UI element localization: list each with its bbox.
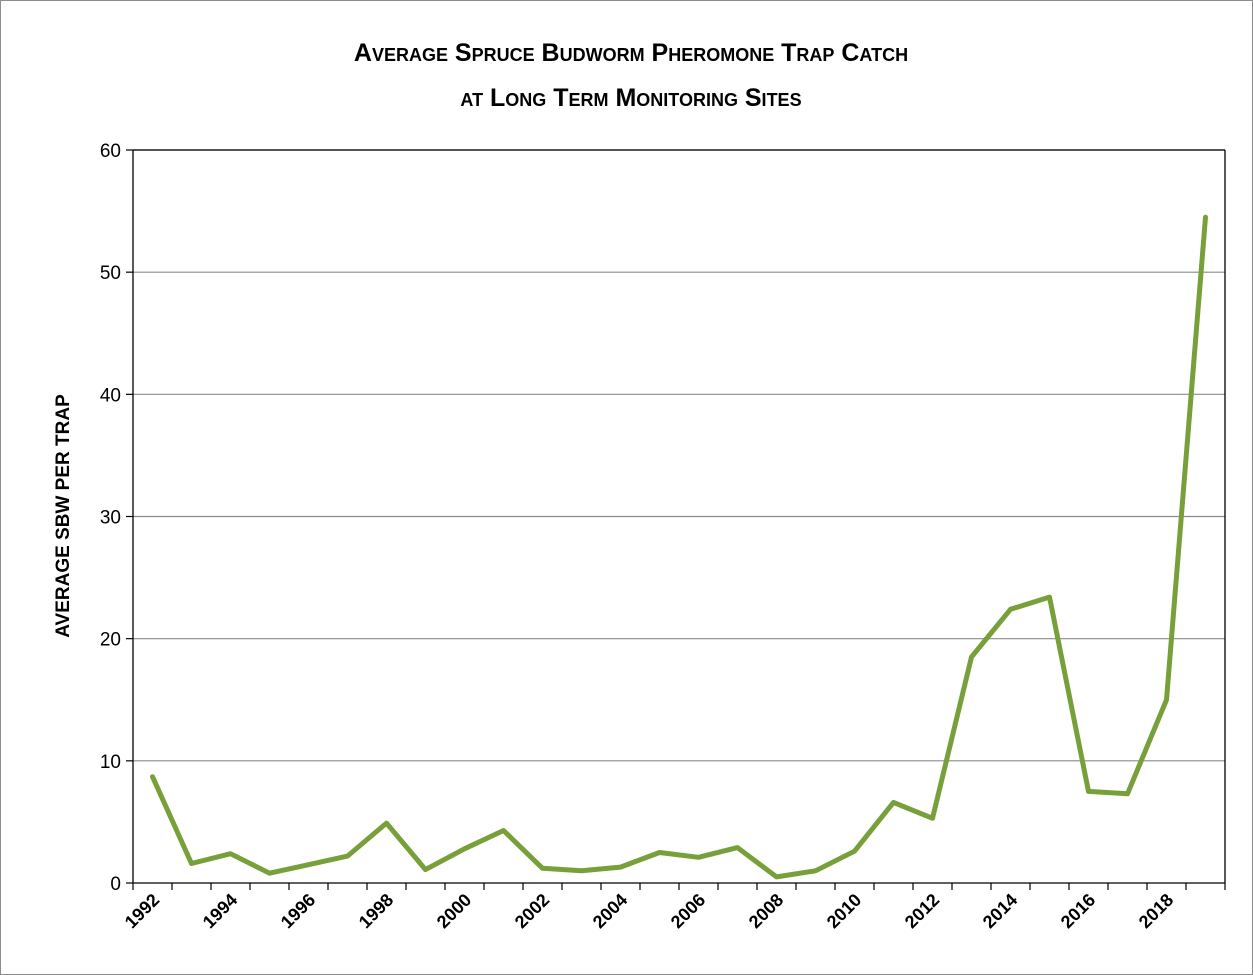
x-tick-label-2004: 2004 xyxy=(589,890,631,932)
x-tick-label-1996: 1996 xyxy=(277,890,319,932)
series-line-0 xyxy=(150,214,1208,880)
y-tick-label-60: 60 xyxy=(100,141,121,162)
x-tick-label-2014: 2014 xyxy=(979,890,1021,932)
x-tick-label-2018: 2018 xyxy=(1135,890,1177,932)
y-tick-label-20: 20 xyxy=(100,630,121,651)
x-tick-label-2002: 2002 xyxy=(511,890,553,932)
x-tick-label-2006: 2006 xyxy=(667,890,709,932)
y-tick-label-0: 0 xyxy=(110,874,121,895)
y-tick-label-40: 40 xyxy=(100,385,121,406)
y-tick-label-50: 50 xyxy=(100,263,121,284)
gridlines xyxy=(133,149,1225,762)
y-axis-title: AVERAGE SBW PER TRAP xyxy=(53,394,74,638)
chart-title-line1: Average Spruce Budworm Pheromone Trap Ca… xyxy=(354,39,908,67)
x-tick-label-2016: 2016 xyxy=(1057,890,1099,932)
x-tick-label-1998: 1998 xyxy=(355,890,397,932)
y-tick-label-30: 30 xyxy=(100,508,121,529)
y-tick-labels: 0 10 20 30 40 50 60 xyxy=(100,141,121,895)
x-tick-labels: 1992 1994 1996 1998 2000 2002 2004 2006 2008 2010… xyxy=(121,890,1177,932)
x-tick-label-2000: 2000 xyxy=(433,890,475,932)
x-tick-label-1992: 1992 xyxy=(121,890,163,932)
axes xyxy=(126,149,1226,890)
x-tick-label-2008: 2008 xyxy=(745,890,787,932)
x-tick-label-2012: 2012 xyxy=(901,890,943,932)
series-layer xyxy=(150,214,1208,880)
x-tick-label-2010: 2010 xyxy=(823,890,865,932)
chart-title-line2: at Long Term Monitoring Sites xyxy=(460,84,801,112)
y-tick-label-10: 10 xyxy=(100,752,121,773)
x-tick-label-1994: 1994 xyxy=(199,890,241,932)
